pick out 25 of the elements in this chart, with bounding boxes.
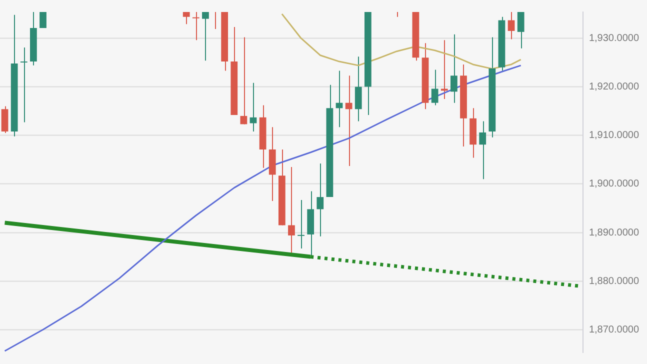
- y-tick-label: 1,930.0000: [588, 32, 640, 44]
- candlestick: [354, 56, 362, 122]
- y-tick-label: 1,880.0000: [588, 276, 640, 287]
- candlestick: [202, 12, 209, 62]
- candlestick: [508, 12, 515, 40]
- candlestick: [316, 163, 324, 237]
- candlestick: [345, 75, 352, 166]
- candlestick: [450, 34, 458, 104]
- candlestick: [240, 36, 248, 125]
- candlestick: [20, 46, 28, 123]
- y-tick-label: 1,900.0000: [588, 178, 640, 190]
- y-tick-label: 1,890.0000: [588, 227, 640, 238]
- candlestick: [182, 12, 190, 25]
- candlestick: [298, 199, 304, 250]
- y-tick-label: 1,870.0000: [588, 324, 640, 336]
- candlestick: [1, 106, 8, 134]
- candlestick: [40, 12, 46, 28]
- candlestick: [479, 120, 486, 180]
- candlestick: [440, 40, 448, 100]
- candlestick: [431, 69, 438, 106]
- y-tick-label: 1,910.0000: [588, 130, 640, 142]
- candlestick: [517, 12, 524, 49]
- candlestick: [288, 166, 295, 254]
- y-tick-label: 1,920.0000: [588, 82, 640, 93]
- candlestick: [192, 12, 200, 41]
